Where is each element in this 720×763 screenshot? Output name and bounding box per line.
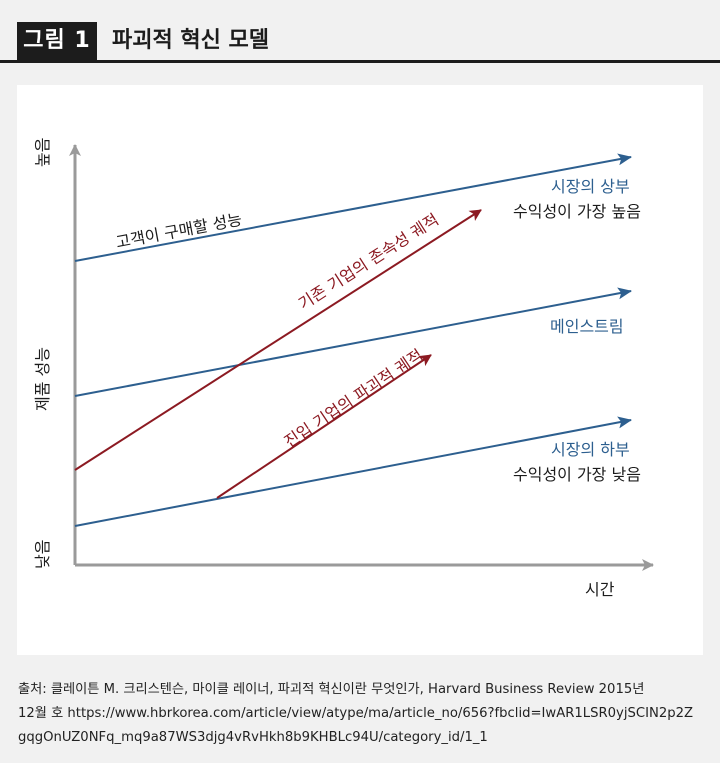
- mainstream-line: [74, 287, 632, 397]
- high-market-name: 시장의 상부: [551, 177, 630, 196]
- high-market-desc: 수익성이 가장 높음: [513, 202, 641, 221]
- y-axis-high-label: 높음: [33, 138, 52, 167]
- disruptive-innovation-diagram: 높음 제품 성능 낮음 시간 고객이 구매할 성능 기존 기업의 존속성 궤적 …: [33, 138, 654, 599]
- diagram-panel: 높음 제품 성능 낮음 시간 고객이 구매할 성능 기존 기업의 존속성 궤적 …: [17, 85, 703, 655]
- entrant-trajectory-label: 진입 기업의 파괴적 궤적: [281, 345, 427, 451]
- low-market-line: [74, 416, 632, 527]
- customer-demand-line: [74, 153, 632, 262]
- source-citation: 출처: 클레이튼 M. 크리스텐슨, 마이클 레이너, 파괴적 혁신이란 무엇인…: [18, 678, 708, 750]
- incumbent-trajectory-label: 기존 기업의 존속성 궤적: [295, 210, 442, 314]
- y-axis-label: 제품 성능: [33, 347, 52, 411]
- x-axis-label: 시간: [585, 580, 615, 599]
- figure-number-badge: 그림 1: [17, 22, 97, 60]
- low-market-desc: 수익성이 가장 낮음: [513, 465, 641, 484]
- y-axis-low-label: 낮음: [33, 540, 52, 569]
- figure-header: 그림 1 파괴적 혁신 모델: [0, 0, 720, 66]
- low-market-name: 시장의 하부: [551, 440, 630, 459]
- source-line-2: 12월 호 https://www.hbrkorea.com/article/v…: [18, 706, 694, 721]
- incumbent-trajectory-arrow: [74, 209, 482, 471]
- customer-demand-label: 고객이 구매할 성능: [114, 210, 243, 252]
- figure-title: 파괴적 혁신 모델: [112, 28, 269, 53]
- entrant-trajectory-arrow: [216, 354, 432, 499]
- source-line-3: gqgOnUZ0NFq_mq9a87WS3djg4vRvHkh8b9KHBLc9…: [18, 730, 488, 745]
- header-rule: [0, 60, 720, 63]
- mainstream-label: 메인스트림: [550, 317, 624, 336]
- source-line-1: 출처: 클레이튼 M. 크리스텐슨, 마이클 레이너, 파괴적 혁신이란 무엇인…: [18, 682, 645, 697]
